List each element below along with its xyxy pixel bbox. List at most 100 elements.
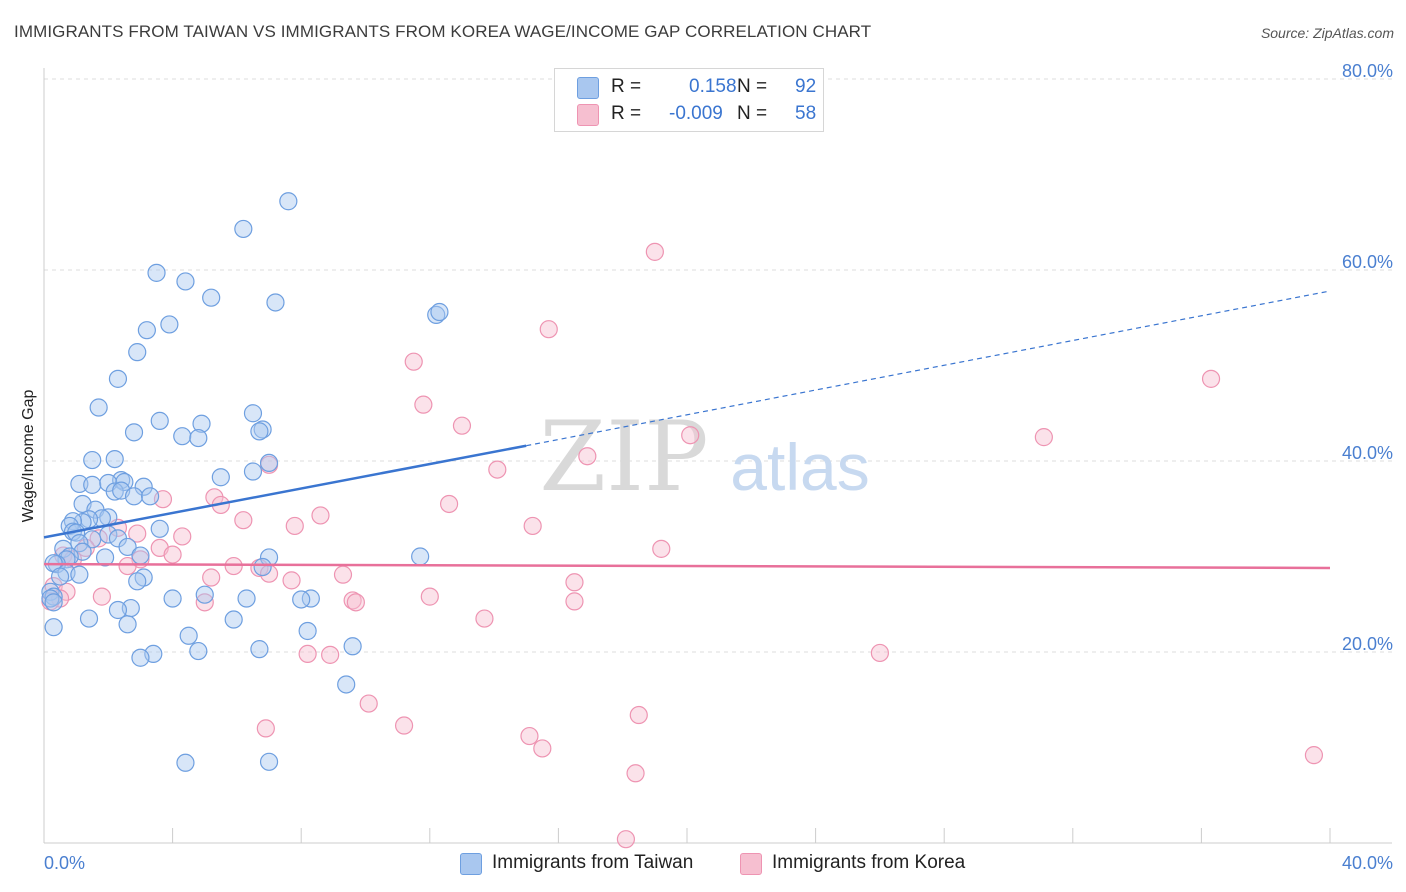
legend-taiwan-r: 0.158 [689, 76, 737, 97]
legend-n-label: N = [737, 103, 768, 124]
y-tick-label: 40.0% [1342, 443, 1393, 463]
korea-point [195, 593, 214, 612]
korea-point [1034, 428, 1053, 447]
korea-point [1201, 369, 1221, 388]
korea-point [629, 705, 648, 725]
korea-point [202, 568, 221, 587]
taiwan-point [60, 516, 79, 536]
bottom-legend-label-korea: Immigrants from Korea [772, 852, 966, 873]
korea-point [626, 764, 645, 783]
source-credit: Source: ZipAtlas.com [1260, 25, 1394, 41]
taiwan-point [140, 487, 160, 506]
taiwan-point [243, 404, 263, 423]
taiwan-point [266, 293, 285, 312]
korea-point [128, 524, 147, 543]
korea-point [285, 516, 304, 536]
axes [43, 68, 1392, 844]
bottom-legend-swatch-korea [740, 853, 762, 875]
korea-point [452, 416, 472, 435]
korea-trend-line [43, 562, 1331, 570]
taiwan-point [147, 263, 166, 282]
korea-point [234, 511, 253, 530]
taiwan-point [160, 315, 179, 334]
taiwan-point [430, 302, 449, 322]
taiwan-point [279, 192, 298, 211]
watermark-zip: ZIP [539, 401, 708, 513]
taiwan-point [128, 572, 147, 591]
trend-lines [43, 290, 1331, 570]
taiwan-point [337, 675, 356, 694]
korea-point [652, 539, 671, 558]
taiwan-point [108, 600, 128, 620]
legend-r-label: R = [611, 103, 642, 124]
x-tick-label: 40.0% [1342, 853, 1393, 873]
korea-point [163, 545, 182, 564]
taiwan-points [41, 192, 449, 772]
legend-r-label: R = [611, 76, 642, 97]
legend-n-label: N = [737, 76, 768, 97]
korea-point [333, 565, 353, 584]
korea-point [118, 556, 137, 576]
taiwan-point [134, 477, 153, 496]
taiwan-point [237, 589, 256, 608]
taiwan-point [118, 615, 137, 634]
korea-point [1304, 746, 1324, 765]
taiwan-point [83, 450, 102, 470]
taiwan-point [192, 414, 211, 433]
taiwan-point [44, 593, 63, 612]
taiwan-point [70, 474, 89, 494]
korea-point [565, 573, 584, 592]
korea-point [92, 587, 111, 606]
taiwan-point [202, 288, 221, 307]
korea-point [394, 716, 414, 735]
taiwan-point [250, 640, 269, 659]
taiwan-point [95, 548, 115, 567]
korea-point [173, 527, 192, 546]
taiwan-point [44, 587, 63, 606]
korea-point [414, 395, 433, 414]
korea-point [224, 556, 243, 576]
taiwan-point [131, 546, 150, 565]
y-axis-label: Wage/Income Gap [20, 390, 37, 523]
x-tick-label: 0.0% [44, 853, 85, 873]
korea-point [439, 494, 459, 514]
taiwan-point [211, 468, 230, 487]
taiwan-point [195, 585, 214, 604]
tick-labels: 20.0% 40.0% 60.0% 80.0% 0.0% 40.0% [44, 61, 1393, 873]
y-tick-label: 60.0% [1342, 252, 1393, 272]
y-tick-label: 20.0% [1342, 634, 1393, 654]
korea-point [616, 830, 636, 849]
taiwan-point [105, 482, 124, 501]
korea-point [404, 352, 423, 371]
korea-point [321, 645, 340, 664]
taiwan-point [173, 427, 192, 446]
korea-point [346, 593, 365, 612]
korea-point [359, 694, 378, 713]
taiwan-point [176, 753, 195, 772]
taiwan-point [150, 411, 169, 430]
korea-point [282, 571, 301, 590]
chart-title: IMMIGRANTS FROM TAIWAN VS IMMIGRANTS FRO… [14, 22, 872, 41]
taiwan-point [343, 637, 362, 656]
taiwan-point [243, 462, 263, 481]
taiwan-point [250, 422, 269, 441]
korea-point [89, 529, 108, 548]
taiwan-point [163, 589, 182, 608]
legend-korea-n: 58 [795, 103, 817, 124]
korea-point [523, 516, 542, 536]
korea-point [681, 426, 700, 445]
watermark-atlas: atlas [730, 430, 869, 504]
taiwan-point [50, 567, 70, 586]
taiwan-point [259, 752, 279, 771]
korea-point [578, 447, 597, 466]
legend-korea-r: -0.009 [669, 103, 723, 124]
taiwan-point [298, 621, 317, 641]
taiwan-point [54, 539, 73, 558]
legend-taiwan-n: 92 [795, 76, 817, 97]
korea-point [533, 739, 552, 758]
legend-swatch-taiwan [577, 77, 599, 99]
taiwan-point [124, 423, 144, 442]
korea-point [311, 506, 330, 525]
korea-point [539, 320, 558, 339]
taiwan-point [105, 449, 124, 469]
